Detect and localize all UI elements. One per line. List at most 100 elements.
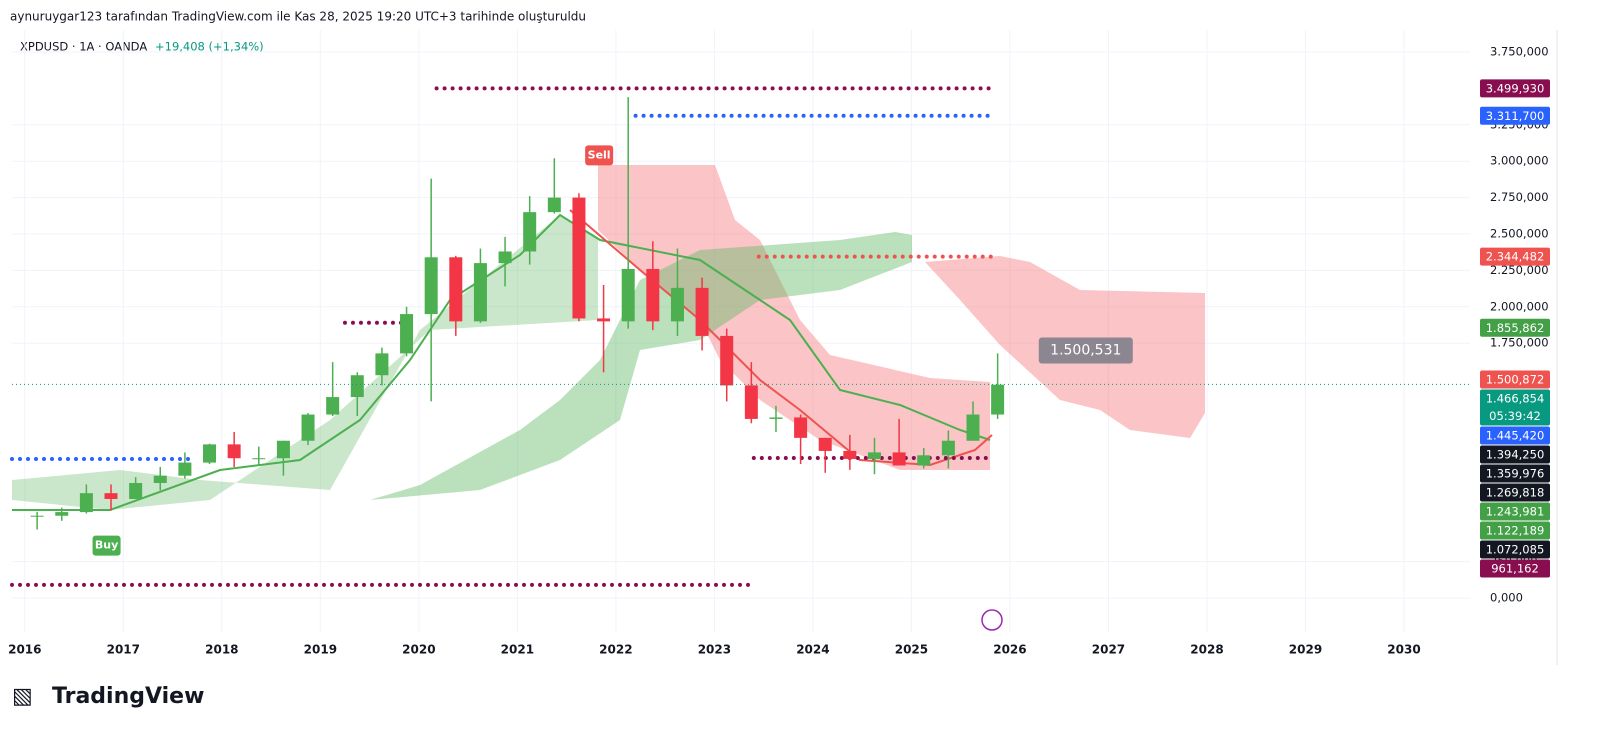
candle-body bbox=[621, 268, 635, 322]
tooltip-box bbox=[1038, 337, 1133, 364]
cloud bbox=[598, 165, 990, 470]
price-badge-label: 1.269,818 bbox=[1486, 485, 1545, 499]
symbol: XPDUSD · 1A · OANDA bbox=[20, 40, 147, 54]
y-tick-label: 2.500,000 bbox=[1490, 226, 1549, 240]
x-tick-label: 2029 bbox=[1289, 643, 1322, 657]
countdown: 05:39:42 bbox=[1489, 409, 1541, 423]
trend-line bbox=[569, 209, 993, 467]
candle-body bbox=[572, 197, 586, 319]
x-tick-label: 2021 bbox=[501, 643, 534, 657]
candle-body bbox=[449, 257, 463, 322]
tooltip-label: 1.500,531 bbox=[1050, 342, 1121, 358]
candle-body bbox=[252, 458, 266, 460]
candle-body bbox=[917, 455, 931, 466]
x-tick-label: 2026 bbox=[993, 643, 1026, 657]
candle-body bbox=[424, 257, 438, 315]
candle-body bbox=[301, 414, 315, 441]
candle-body bbox=[473, 263, 487, 322]
x-tick-label: 2017 bbox=[107, 643, 140, 657]
price-badge bbox=[1480, 79, 1550, 98]
candle-body bbox=[203, 444, 217, 463]
candle-body bbox=[744, 385, 758, 419]
price-badge bbox=[1480, 389, 1550, 426]
price-badge bbox=[1480, 502, 1550, 521]
cloud bbox=[12, 215, 598, 510]
price-badge-label: 1.072,085 bbox=[1486, 542, 1545, 556]
price-badge bbox=[1480, 445, 1550, 464]
candle-body bbox=[646, 268, 660, 322]
price-badge bbox=[1480, 540, 1550, 559]
candle-body bbox=[794, 417, 808, 438]
candle-body bbox=[129, 482, 143, 499]
x-tick-label: 2023 bbox=[698, 643, 731, 657]
candle-body bbox=[326, 397, 340, 415]
candle-body bbox=[55, 512, 69, 516]
candle-body bbox=[375, 353, 389, 376]
candle-body bbox=[670, 287, 684, 322]
candle-body bbox=[695, 287, 709, 336]
x-tick-label: 2024 bbox=[796, 643, 829, 657]
price-badge-label: 1.394,250 bbox=[1486, 447, 1545, 461]
x-tick-label: 2022 bbox=[599, 643, 632, 657]
candle-body bbox=[276, 440, 290, 459]
y-tick-label: 2.750,000 bbox=[1490, 190, 1549, 204]
candle-body bbox=[350, 375, 364, 398]
candle-body bbox=[400, 314, 414, 354]
y-tick-label: 1.750,000 bbox=[1490, 336, 1549, 350]
x-tick-label: 2020 bbox=[402, 643, 435, 657]
candle-body bbox=[941, 440, 955, 456]
price-badge-label: 1.500,872 bbox=[1486, 372, 1545, 386]
candle-body bbox=[818, 437, 832, 451]
candle-body bbox=[104, 493, 118, 499]
y-tick-label: 3.000,000 bbox=[1490, 154, 1549, 168]
candle-body bbox=[547, 197, 561, 213]
price-badge-label: 2.344,482 bbox=[1486, 250, 1545, 264]
candle-body bbox=[227, 444, 241, 459]
candle-body bbox=[769, 417, 783, 419]
price-badge-label: 1.122,189 bbox=[1486, 523, 1545, 537]
brand: TradingView bbox=[52, 684, 204, 709]
caption: aynuruygar123 tarafından TradingView.com… bbox=[10, 10, 586, 24]
price-badge-label: 961,162 bbox=[1491, 561, 1539, 575]
logo: ▧ bbox=[12, 684, 33, 709]
price-badge bbox=[1480, 521, 1550, 540]
trend-line bbox=[12, 213, 991, 511]
price-badge bbox=[1480, 483, 1550, 502]
candle-body bbox=[991, 384, 1005, 415]
price-badge-label: 1.445,420 bbox=[1486, 428, 1545, 442]
candle-body bbox=[498, 251, 512, 264]
x-tick-label: 2028 bbox=[1190, 643, 1223, 657]
price-badge bbox=[1480, 106, 1550, 125]
price-badge-label: 3.499,930 bbox=[1486, 81, 1545, 95]
y-tick-label: 2.000,000 bbox=[1490, 299, 1549, 313]
signal-label: Buy bbox=[95, 539, 118, 552]
price-badge bbox=[1480, 247, 1550, 266]
x-tick-label: 2025 bbox=[895, 643, 928, 657]
grid bbox=[12, 30, 1470, 632]
candle-body bbox=[178, 462, 192, 476]
signal-label: Sell bbox=[588, 148, 611, 161]
candle-body bbox=[966, 414, 980, 441]
y-tick-label: 2.250,000 bbox=[1490, 263, 1549, 277]
price-badge bbox=[1480, 464, 1550, 483]
candle-body bbox=[153, 475, 167, 483]
signal-badge bbox=[92, 535, 121, 556]
candle-body bbox=[523, 212, 537, 252]
price-badge-label: 1.359,976 bbox=[1486, 466, 1545, 480]
price-badge bbox=[1480, 370, 1550, 389]
x-tick-label: 2019 bbox=[304, 643, 337, 657]
price-badge bbox=[1480, 559, 1550, 578]
price-badge-label: 1.243,981 bbox=[1486, 504, 1545, 518]
x-tick-label: 2027 bbox=[1092, 643, 1125, 657]
x-tick-label: 2016 bbox=[8, 643, 41, 657]
signal-badge bbox=[585, 145, 614, 166]
price-badge bbox=[1480, 426, 1550, 445]
candle-body bbox=[843, 450, 857, 459]
y-tick-label: 3.750,000 bbox=[1490, 44, 1549, 58]
price-badge-label: 3.311,700 bbox=[1486, 109, 1545, 123]
candle-body bbox=[597, 318, 611, 322]
candle-body bbox=[867, 452, 881, 459]
alert-icon[interactable] bbox=[981, 609, 1003, 631]
